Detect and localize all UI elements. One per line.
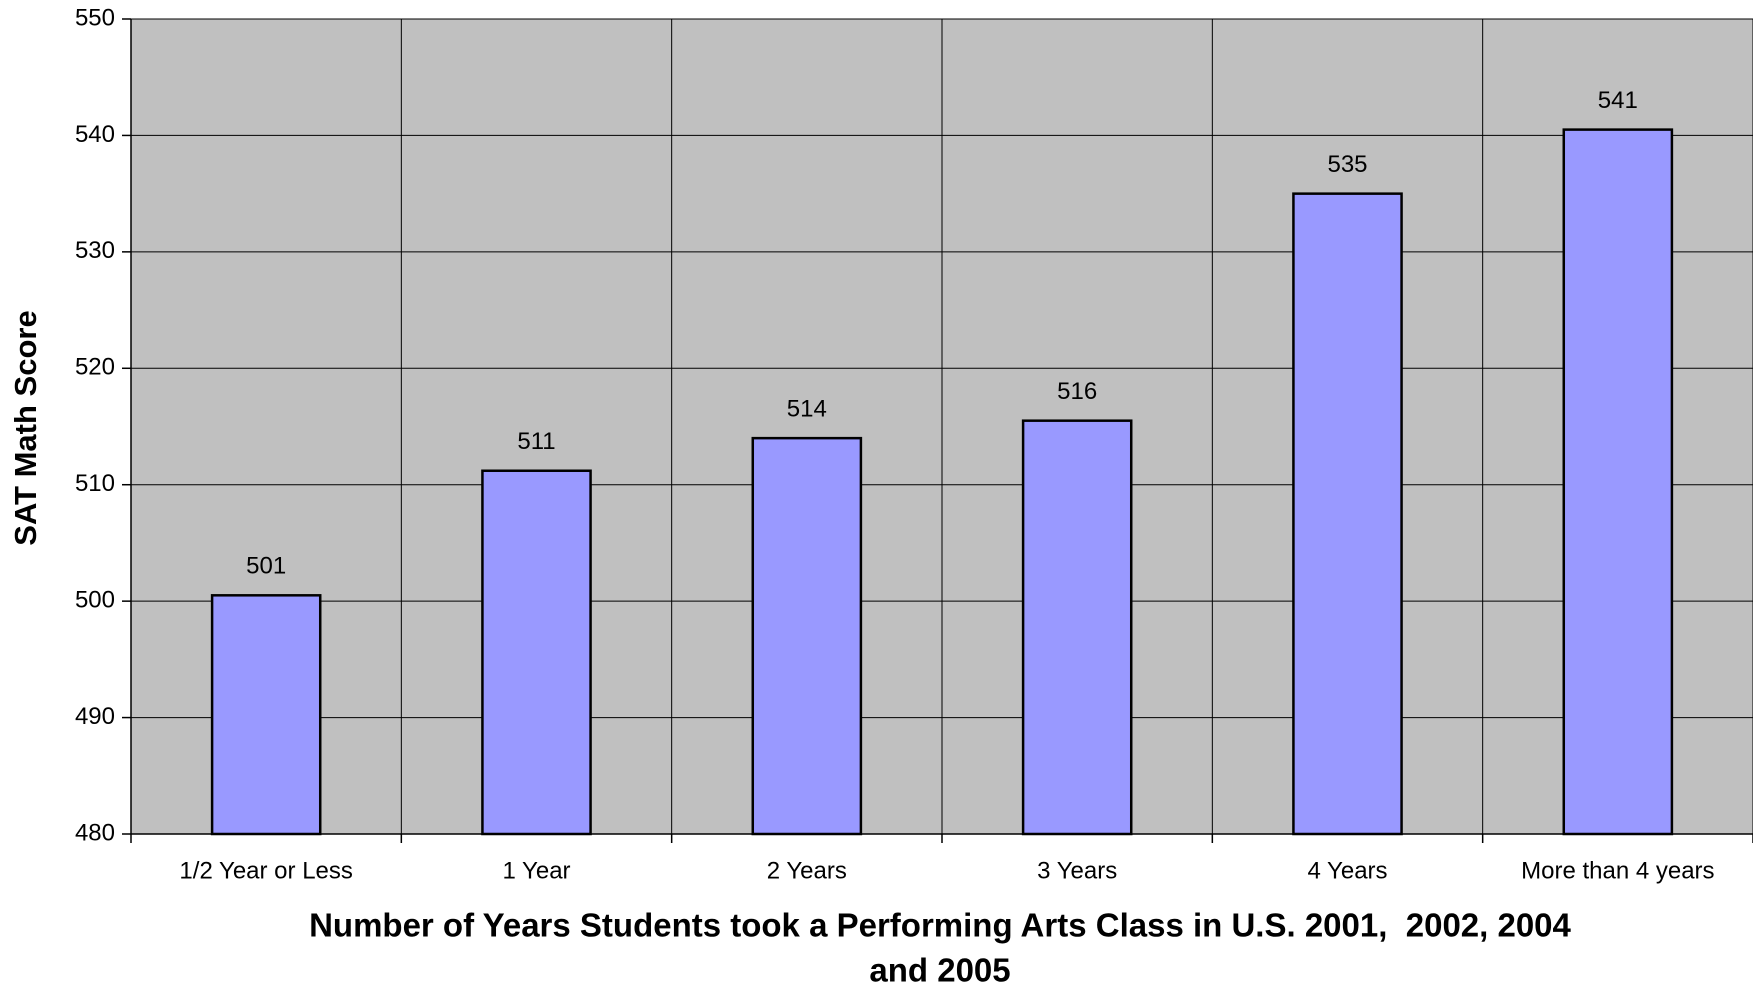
x-axis-title: and 2005 [869, 952, 1010, 989]
x-tick-label: More than 4 years [1521, 857, 1714, 884]
bar [751, 436, 863, 836]
y-axis-title: SAT Math Score [8, 310, 43, 545]
x-tick-label: 3 Years [1037, 857, 1117, 884]
y-tick-label: 540 [75, 121, 115, 148]
y-tick-label: 500 [75, 586, 115, 613]
y-tick-label: 550 [75, 4, 115, 31]
bar [1292, 192, 1403, 836]
data-label: 511 [517, 428, 555, 455]
data-label: 501 [246, 553, 286, 580]
data-label: 516 [1057, 378, 1097, 405]
data-label: 514 [787, 395, 827, 422]
bar [1562, 128, 1674, 836]
y-tick-label: 510 [75, 470, 115, 497]
x-tick-label: 2 Years [767, 857, 847, 884]
y-tick-label: 490 [75, 703, 115, 730]
x-tick-label: 1 Year [502, 857, 570, 884]
data-label: 535 [1327, 151, 1367, 178]
bar [1021, 419, 1133, 836]
y-tick-label: 480 [75, 819, 115, 846]
x-tick-label: 1/2 Year or Less [179, 857, 352, 884]
data-label: 541 [1598, 87, 1638, 114]
y-tick-label: 520 [75, 354, 115, 381]
y-tick-label: 530 [75, 237, 115, 264]
x-axis-title: Number of Years Students took a Performi… [309, 907, 1571, 944]
bar [210, 594, 322, 836]
x-tick-label: 4 Years [1307, 857, 1387, 884]
bar [481, 469, 592, 836]
